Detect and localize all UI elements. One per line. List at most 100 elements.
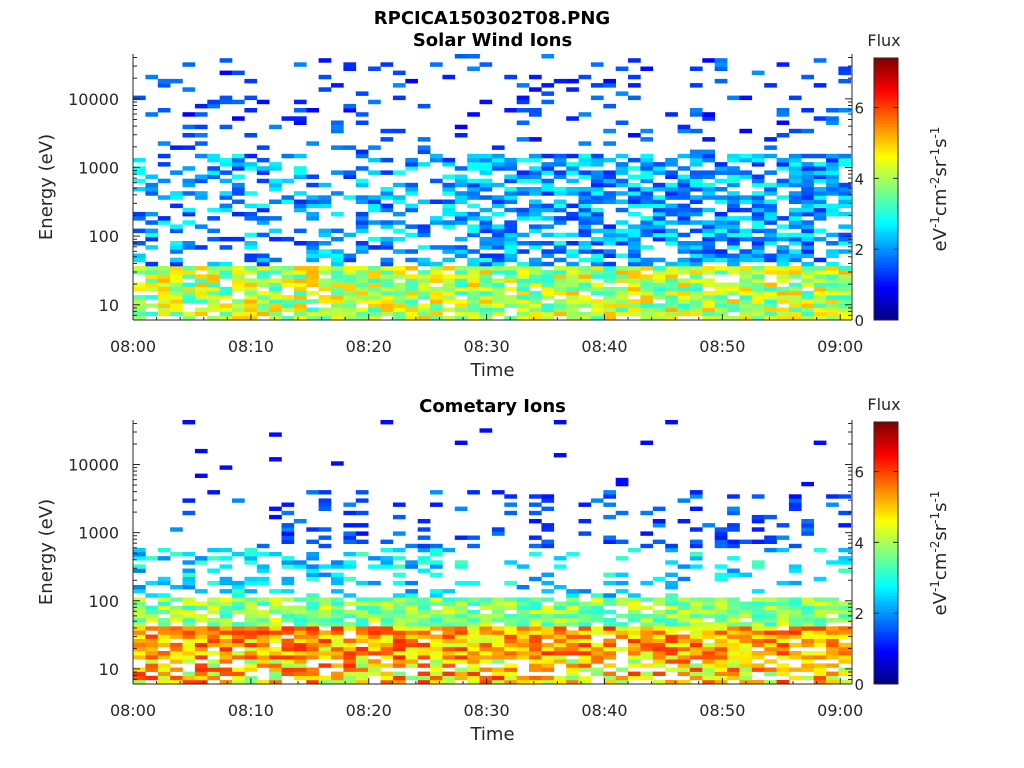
spectrogram-cell <box>380 679 394 685</box>
spectrogram-cell <box>343 535 357 540</box>
spectrogram-cell <box>293 286 307 292</box>
spectrogram-cell <box>405 249 418 254</box>
spectrogram-cell <box>665 220 678 225</box>
spectrogram-cell <box>714 531 728 536</box>
spectrogram-cell <box>355 626 369 631</box>
colorbar-segment <box>874 267 898 272</box>
spectrogram-cell <box>516 585 530 590</box>
spectrogram-cell <box>467 663 480 668</box>
spectrogram-cell <box>665 651 678 656</box>
spectrogram-cell <box>776 605 790 610</box>
spectrogram-cell <box>553 157 567 163</box>
spectrogram-cell <box>788 236 802 242</box>
spectrogram-cell <box>566 249 579 254</box>
colorbar-segment <box>874 589 898 593</box>
spectrogram-cell <box>628 634 641 639</box>
spectrogram-cell <box>764 145 777 150</box>
spectrogram-cell <box>442 315 456 321</box>
spectrogram-cell <box>504 622 517 627</box>
spectrogram-cell <box>739 270 753 275</box>
spectrogram-cell <box>702 266 715 271</box>
colorbar-segment <box>874 241 898 246</box>
spectrogram-cell <box>442 295 456 300</box>
spectrogram-cell <box>776 266 790 271</box>
spectrogram-cell <box>467 646 480 652</box>
spectrogram-cell <box>454 274 468 279</box>
spectrogram-cell <box>281 663 295 668</box>
spectrogram-cell <box>677 613 691 619</box>
spectrogram-cell <box>727 220 740 225</box>
spectrogram-cell <box>269 182 282 188</box>
spectrogram-cell <box>813 162 827 167</box>
spectrogram-cell <box>652 211 666 217</box>
colorbar-segment <box>874 520 898 524</box>
spectrogram-cell <box>838 182 852 188</box>
spectrogram-cell <box>652 257 666 263</box>
spectrogram-cell <box>331 609 344 615</box>
spectrogram-cell <box>603 249 616 254</box>
spectrogram-cell <box>355 510 369 516</box>
spectrogram-cell <box>776 195 790 200</box>
spectrogram-cell <box>417 149 431 155</box>
spectrogram-cell <box>269 552 282 557</box>
spectrogram-cell <box>380 157 394 163</box>
spectrogram-cell <box>652 597 666 602</box>
spectrogram-cell <box>392 70 406 76</box>
spectrogram-cell <box>306 568 319 573</box>
spectrogram-cell <box>232 270 245 275</box>
spectrogram-cell <box>652 663 666 668</box>
spectrogram-cell <box>417 282 431 288</box>
spectrogram-cell <box>232 671 245 676</box>
spectrogram-cell <box>689 671 703 676</box>
spectrogram-cell <box>652 236 666 242</box>
spectrogram-cell <box>813 547 827 553</box>
spectrogram-cell <box>603 228 616 234</box>
spectrogram-cell <box>714 236 728 242</box>
spectrogram-cell <box>801 307 814 312</box>
spectrogram-cell <box>603 232 616 238</box>
colorbar-segment <box>874 657 898 662</box>
spectrogram-cell <box>504 108 517 113</box>
spectrogram-cell <box>615 630 629 635</box>
spectrogram-cell <box>751 216 765 221</box>
spectrogram-cell <box>479 679 493 685</box>
spectrogram-cell <box>182 634 196 639</box>
spectrogram-cell <box>541 679 555 685</box>
spectrogram-cell <box>405 191 418 196</box>
spectrogram-cell <box>368 307 381 312</box>
spectrogram-cell <box>368 157 381 163</box>
spectrogram-cell <box>281 642 295 648</box>
spectrogram-cell <box>157 605 171 610</box>
spectrogram-cell <box>826 303 839 308</box>
spectrogram-cell <box>368 295 381 300</box>
colorbar-segment <box>874 146 898 151</box>
colorbar-segment <box>874 123 898 128</box>
spectrogram-cell <box>392 170 406 175</box>
spectrogram-cell <box>467 543 480 549</box>
spectrogram-cell <box>182 671 196 676</box>
spectrogram-cell <box>145 211 159 217</box>
spectrogram-cell <box>355 166 369 171</box>
spectrogram-cell <box>702 195 715 200</box>
spectrogram-cell <box>318 605 332 610</box>
colorbar-segment <box>874 287 898 291</box>
spectrogram-cell <box>764 601 777 606</box>
spectrogram-cell <box>714 535 728 540</box>
colorbar-segment <box>874 103 898 108</box>
spectrogram-cell <box>207 228 220 234</box>
spectrogram-cell <box>615 274 629 279</box>
spectrogram-cell <box>739 622 753 627</box>
spectrogram-cell <box>677 207 691 213</box>
spectrogram-cell <box>689 626 703 631</box>
spectrogram-cell <box>541 216 555 221</box>
spectrogram-cell <box>739 257 753 263</box>
spectrogram-cell <box>430 597 443 602</box>
spectrogram-cell <box>430 667 443 672</box>
spectrogram-cell <box>442 671 456 676</box>
spectrogram-cell <box>331 613 344 619</box>
spectrogram-cell <box>727 315 740 321</box>
spectrogram-cell <box>677 166 691 171</box>
spectrogram-cell <box>182 133 196 138</box>
spectrogram-cell <box>207 642 220 648</box>
spectrogram-cell <box>343 663 357 668</box>
